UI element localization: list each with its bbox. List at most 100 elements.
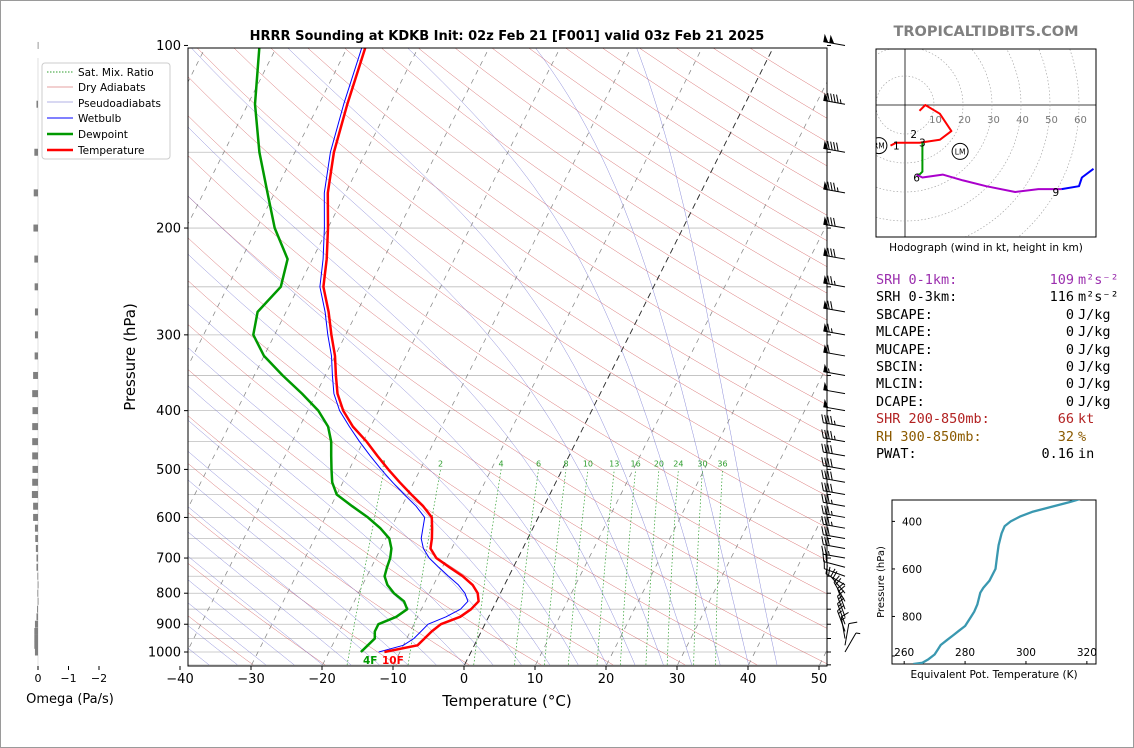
wind-barb-shaft — [844, 632, 857, 653]
wind-barb-half — [830, 521, 833, 527]
y-tick-label: 500 — [156, 463, 181, 478]
wind-barb — [821, 493, 846, 507]
hodograph-segment — [1061, 168, 1095, 191]
stat-value: 66 — [1057, 411, 1074, 428]
pseudo-adiabat-line — [188, 479, 408, 666]
x-tick-label: −30 — [237, 672, 264, 687]
omega-x-tick-label: −2 — [91, 672, 107, 685]
stat-unit: J/kg — [1078, 393, 1111, 410]
mixing-ratio-label: 4 — [499, 459, 504, 468]
mixing-ratio-line — [693, 469, 703, 665]
wind-barb-full — [833, 94, 836, 103]
mixing-ratio-line — [715, 469, 723, 665]
wind-barb-full — [827, 300, 830, 310]
wind-barb-half — [830, 499, 833, 505]
wind-barb-full — [830, 458, 833, 468]
x-tick-label: 10 — [527, 672, 544, 687]
stat-row-mlcape: MLCAPE: 0 J/kg — [876, 324, 1119, 341]
hodograph-trace: RM LM 123 6 9 — [873, 104, 1095, 199]
wind-barb-full — [830, 415, 833, 425]
stat-value: 0 — [1065, 393, 1074, 410]
dry-adiabat-line — [233, 48, 827, 466]
wind-barb-shaft — [823, 523, 846, 529]
wind-barb-full — [821, 429, 824, 438]
mixing-ratio-line — [407, 469, 441, 665]
stat-row-sbcin: SBCIN: 0 J/kg — [876, 359, 1119, 376]
pseudo-adiabat-line — [287, 48, 693, 665]
pseudo-adiabat-line — [636, 48, 778, 665]
dry-adiabat-line — [188, 463, 470, 666]
temperature-profile — [322, 48, 480, 654]
legend-label-temperature: Temperature — [77, 145, 145, 157]
pseudo-adiabat-line — [407, 48, 721, 665]
wind-barb-full — [824, 516, 827, 525]
mixing-ratio-label: 20 — [654, 459, 664, 468]
omega-bar — [34, 627, 38, 635]
isotherm-line — [251, 48, 561, 666]
wind-barb-full — [830, 93, 833, 103]
wind-barb-half — [838, 603, 843, 607]
wind-barb-full — [824, 414, 827, 424]
wind-barb-shaft — [823, 465, 846, 470]
wind-barb-full — [830, 568, 836, 577]
wind-barb-full — [824, 505, 827, 515]
stat-unit: kt — [1078, 411, 1095, 428]
stat-value: 109 — [1049, 272, 1074, 288]
wind-barb-full — [827, 444, 830, 454]
hodograph-ring — [964, 49, 1051, 237]
wind-barb-full — [824, 536, 827, 546]
omega-bar — [35, 535, 38, 543]
pseudo-adiabat-line — [188, 253, 579, 666]
surface-dewpoint-label: 4F — [363, 655, 377, 667]
wind-barb-shaft — [823, 330, 846, 336]
dry-adiabat-line — [417, 48, 827, 321]
wind-barb-full — [830, 483, 833, 493]
stat-label: DCAPE: — [876, 393, 925, 410]
x-tick-label: 30 — [669, 672, 686, 687]
hodograph-height-label: 3 — [919, 138, 926, 150]
wind-barb-shaft — [837, 595, 846, 617]
omega-bar — [34, 648, 38, 656]
hodograph-caption: Hodograph (wind in kt, height in km) — [889, 242, 1083, 254]
theta-e-data — [913, 500, 1081, 664]
wind-barb-shaft — [830, 576, 846, 594]
omega-bar — [34, 331, 38, 339]
wind-barb-full — [824, 494, 827, 504]
wetbulb-profile — [319, 48, 469, 653]
stat-value: 0 — [1065, 324, 1074, 341]
stat-unit: in — [1078, 445, 1095, 462]
theta-e-x-tick-label: 260 — [894, 647, 914, 659]
x-tick-label: 0 — [460, 672, 468, 687]
wind-barb-full — [827, 216, 830, 226]
wind-barb — [823, 181, 846, 194]
stat-value: 0 — [1065, 358, 1074, 375]
wind-barb-full — [827, 415, 830, 424]
wind-barb — [823, 398, 846, 412]
stat-label: SBCAPE: — [876, 306, 933, 323]
omega-bar — [37, 605, 38, 613]
wind-barb-full — [827, 323, 830, 333]
wind-barb-full — [822, 553, 825, 562]
storm-motion-label: RM — [873, 142, 885, 151]
omega-bar — [37, 597, 39, 605]
pseudo-adiabat-line — [188, 579, 295, 666]
stat-unit: m²s⁻² — [1078, 289, 1119, 306]
wind-barb-shaft — [825, 573, 846, 586]
theta-e-x-tick-label: 300 — [1016, 647, 1036, 659]
wind-barb-flag — [823, 363, 829, 373]
wind-barb — [844, 632, 861, 653]
omega-bar — [37, 41, 39, 49]
pseudo-adiabat-line — [188, 303, 551, 666]
stat-row-dcape: DCAPE: 0 J/kg — [876, 394, 1119, 411]
stat-row-mlcin: MLCIN: 0 J/kg — [876, 376, 1119, 393]
hodograph-ring — [876, 49, 993, 193]
wind-barb-half — [833, 420, 836, 425]
hodograph-height-label: 1 — [893, 141, 900, 153]
wind-barb — [823, 216, 846, 229]
wind-barb-flag — [823, 300, 829, 309]
x-tick-label: −40 — [166, 672, 193, 687]
wind-barb-shaft — [823, 501, 846, 507]
stat-label: SBCIN: — [876, 358, 925, 375]
wind-barb-full — [830, 445, 833, 454]
